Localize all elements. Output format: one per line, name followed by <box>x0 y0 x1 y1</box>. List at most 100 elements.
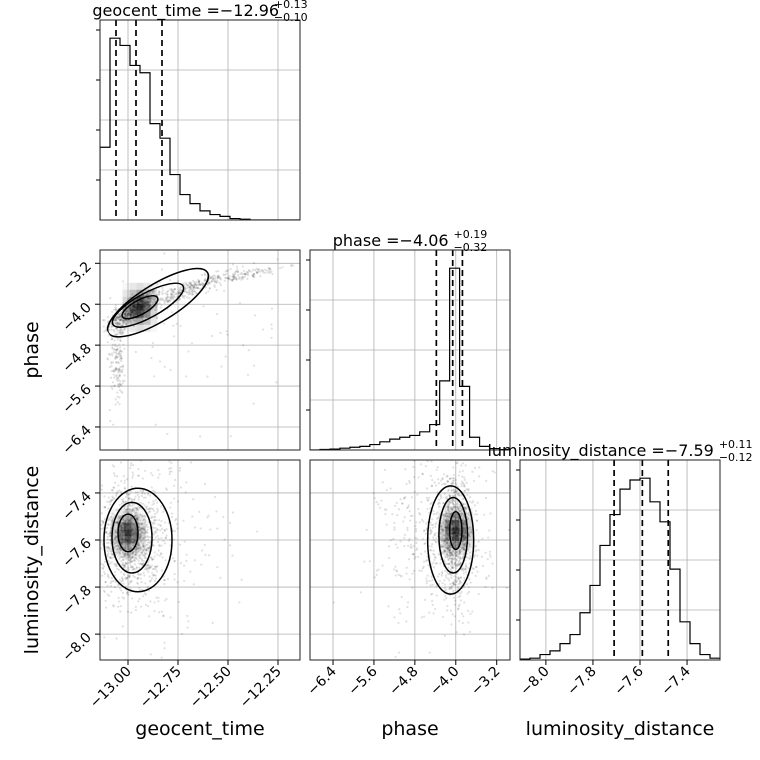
sample-point <box>431 542 434 546</box>
sample-point <box>143 504 146 507</box>
sample-point <box>133 538 136 542</box>
sample-point <box>459 577 462 580</box>
sample-point <box>449 609 453 612</box>
sample-point <box>151 302 154 305</box>
sample-point <box>168 467 171 470</box>
sample-point <box>187 291 190 294</box>
sample-point <box>158 293 161 296</box>
sample-point <box>467 488 470 491</box>
sample-point <box>110 370 114 373</box>
sample-point <box>112 496 115 499</box>
density-cell <box>124 529 132 537</box>
sample-point <box>452 515 455 518</box>
sample-point <box>456 489 459 493</box>
sample-point <box>118 550 121 553</box>
sample-point <box>147 296 150 300</box>
sample-point <box>199 527 202 530</box>
sample-point <box>150 304 153 307</box>
sample-point <box>451 508 454 511</box>
sample-point <box>154 577 158 580</box>
sample-point <box>441 529 445 532</box>
sample-point <box>129 313 132 316</box>
sample-point <box>133 514 137 517</box>
sample-point <box>414 555 417 558</box>
sample-point <box>147 605 150 608</box>
density-cell <box>138 515 146 523</box>
sample-point <box>217 275 220 278</box>
sample-point <box>195 292 198 295</box>
sample-point <box>124 496 128 499</box>
sample-point <box>156 534 159 538</box>
sample-point <box>135 551 138 555</box>
sample-point <box>191 288 194 291</box>
sample-point <box>121 563 124 566</box>
sample-point <box>140 527 144 530</box>
sample-point <box>118 552 121 556</box>
sample-point <box>428 611 431 614</box>
sample-point <box>441 545 444 548</box>
sample-point <box>170 515 174 519</box>
sample-point <box>463 490 466 493</box>
sample-point <box>182 296 186 299</box>
sample-point <box>181 295 184 298</box>
sample-point <box>135 547 139 550</box>
sample-point <box>460 494 463 497</box>
sample-point <box>208 287 212 290</box>
sample-point <box>131 519 134 523</box>
sample-point <box>464 508 467 511</box>
sample-point <box>459 592 462 595</box>
sample-point <box>185 282 188 286</box>
sample-point <box>178 298 181 301</box>
sample-point <box>128 313 131 316</box>
sample-point <box>109 534 112 538</box>
sample-point <box>426 499 429 502</box>
sample-point <box>446 546 449 550</box>
density-cell <box>438 513 446 521</box>
sample-point <box>118 516 121 519</box>
contour-line <box>448 511 463 551</box>
sample-point <box>418 513 422 516</box>
sample-point <box>507 528 510 532</box>
sample-point <box>464 536 467 539</box>
y-tick-label: −4.8 <box>59 341 94 376</box>
sample-point <box>103 573 107 576</box>
sample-point <box>451 566 454 569</box>
sample-point <box>212 274 215 277</box>
sample-point <box>115 355 118 358</box>
sample-point <box>452 542 455 546</box>
sample-point <box>158 292 161 295</box>
sample-point <box>160 304 163 307</box>
sample-point <box>127 548 130 551</box>
sample-point <box>121 591 124 594</box>
sample-point <box>138 566 141 569</box>
sample-point <box>119 537 123 540</box>
sample-point <box>440 538 444 541</box>
sample-point <box>157 600 160 603</box>
sample-point <box>451 557 454 560</box>
sample-point <box>115 374 118 377</box>
sample-point <box>121 540 124 543</box>
sample-point <box>161 527 164 530</box>
sample-point <box>216 566 219 569</box>
sample-point <box>389 539 392 542</box>
sample-point <box>375 500 378 504</box>
sample-point <box>140 562 143 566</box>
sample-point <box>122 546 125 549</box>
sample-point <box>261 269 265 272</box>
sample-point <box>455 490 458 493</box>
sample-point <box>119 339 122 342</box>
sample-point <box>467 547 470 551</box>
sample-point <box>139 562 142 565</box>
sample-point <box>448 516 451 519</box>
sample-point <box>395 569 398 572</box>
sample-point <box>119 318 122 321</box>
sample-point <box>431 583 434 586</box>
sample-point <box>423 529 426 532</box>
sample-point <box>171 296 174 299</box>
sample-point <box>137 474 140 477</box>
sample-point <box>124 315 127 318</box>
sample-point <box>454 564 457 567</box>
sample-point <box>216 277 220 280</box>
sample-point <box>445 588 448 591</box>
sample-point <box>457 518 461 521</box>
